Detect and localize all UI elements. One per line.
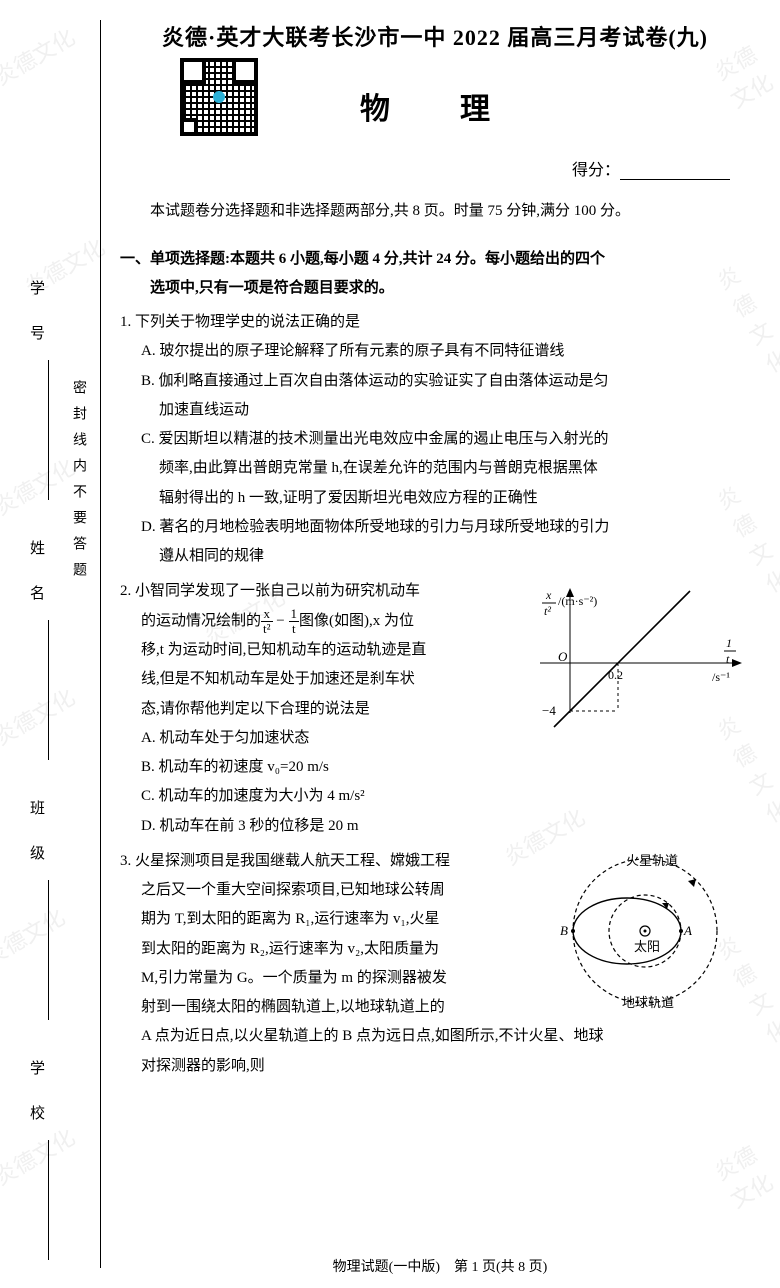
q2-option-c: C. 机动车的加速度为大小为 4 m/s² [120, 782, 750, 811]
q1-stem: 1. 下列关于物理学史的说法正确的是 [120, 308, 750, 337]
point-b-label: B [560, 923, 568, 938]
question-3: 3. 火星探测项目是我国继载人航天工程、嫦娥工程 之后又一个重大空间探索项目,已… [120, 847, 750, 1081]
field-underline-id [48, 360, 49, 500]
q2-minus: − [273, 613, 289, 629]
q1-option-b-l1: B. 伽利略直接通过上百次自由落体运动的实验证实了自由落体运动是匀 [120, 367, 750, 396]
field-underline-class [48, 880, 49, 1020]
question-1: 1. 下列关于物理学史的说法正确的是 A. 玻尔提出的原子理论解释了所有元素的原… [120, 308, 750, 571]
q2-stem-l2: 的运动情况绘制的xt² − 1t图像(如图),x 为位 [120, 607, 520, 637]
q1-option-d-l1: D. 著名的月地检验表明地面物体所受地球的引力与月球所受地球的引力 [120, 513, 750, 542]
q3-l1: 3. 火星探测项目是我国继载人航天工程、嫦娥工程 [120, 847, 540, 876]
q3-orbit-diagram: 火星轨道 地球轨道 太阳 A B [550, 851, 740, 1011]
field-label-class: 班级 [26, 800, 47, 890]
q1-option-b-l2: 加速直线运动 [120, 396, 750, 425]
score-label: 得分： [572, 162, 620, 179]
point-a-label: A [683, 923, 692, 938]
q2-l2-a: 的运动情况绘制的 [141, 613, 261, 629]
field-label-name: 姓名 [26, 540, 47, 630]
mars-label: 火星轨道 [626, 853, 678, 868]
chart-ylabel-den: t² [544, 604, 551, 618]
q2-frac1: xt² [261, 607, 273, 637]
chart-ylabel-unit: /(m·s⁻²) [558, 594, 597, 608]
page-footer: 物理试题(一中版) 第 1 页(共 8 页) [100, 1256, 780, 1276]
q2-stem-l5: 态,请你帮他判定以下合理的说法是 [120, 695, 520, 724]
q2-frac2-den: t [289, 622, 300, 636]
q2-frac1-num: x [261, 607, 273, 622]
q2-frac2: 1t [289, 607, 300, 637]
q3-l4: 到太阳的距离为 R₂,运行速率为 v₂,太阳质量为 [120, 935, 540, 964]
q3-l5: M,引力常量为 G。一个质量为 m 的探测器被发 [120, 964, 540, 993]
chart-origin: O [558, 649, 568, 664]
qr-code [180, 58, 258, 136]
q3-l8: 对探测器的影响,则 [120, 1052, 750, 1081]
q2-option-d: D. 机动车在前 3 秒的位移是 20 m [120, 812, 750, 841]
q2-frac2-num: 1 [289, 607, 300, 622]
question-2: 2. 小智同学发现了一张自己以前为研究机动车 的运动情况绘制的xt² − 1t图… [120, 577, 750, 841]
q2-stem-l4: 线,但是不知机动车是处于加速还是刹车状 [120, 665, 520, 694]
q3-l7: A 点为近日点,以火星轨道上的 B 点为远日点,如图所示,不计火星、地球 [120, 1022, 750, 1051]
chart-xlabel-num: 1 [726, 636, 732, 650]
section-1-line2: 选项中,只有一项是符合题目要求的。 [120, 274, 750, 303]
field-underline-school [48, 1140, 49, 1260]
sun-label: 太阳 [634, 939, 660, 954]
q1-option-c-l2: 频率,由此算出普朗克常量 h,在误差允许的范围内与普朗克根据黑体 [120, 454, 750, 483]
subject-name: 物 理 [360, 84, 510, 128]
q3-l6: 射到一围绕太阳的椭圆轨道上,以地球轨道上的 [120, 993, 540, 1022]
chart-xlabel-unit: /s⁻¹ [712, 670, 730, 684]
binding-line [100, 20, 101, 1268]
q1-option-c-l1: C. 爱因斯坦以精湛的技术测量出光电效应中金属的遏止电压与入射光的 [120, 425, 750, 454]
section-1-line1: 一、单项选择题:本题共 6 小题,每小题 4 分,共计 24 分。每小题给出的四… [120, 245, 750, 274]
earth-label: 地球轨道 [622, 995, 674, 1010]
chart-xtick: 0.2 [608, 668, 623, 682]
q2-l2-b: 图像(如图),x 为位 [299, 613, 414, 629]
field-label-school: 学校 [26, 1060, 47, 1150]
q3-l2: 之后又一个重大空间探索项目,已知地球公转周 [120, 876, 540, 905]
chart-xlabel-den: t [726, 652, 730, 666]
exam-title: 炎德·英才大联考长沙市一中 2022 届高三月考试卷(九) [120, 20, 750, 52]
q2-option-b: B. 机动车的初速度 v₀=20 m/s [120, 753, 750, 782]
seal-text: 密封线内不要答题 [68, 380, 88, 588]
chart-ylabel-num: x [545, 588, 552, 602]
q2-chart: x t² /(m·s⁻²) 1 t /s⁻¹ O 0.2 −4 [530, 583, 750, 733]
field-label-id: 学号 [26, 280, 47, 370]
q1-option-c-l3: 辐射得出的 h 一致,证明了爱因斯坦光电效应方程的正确性 [120, 484, 750, 513]
exam-intro: 本试题卷分选择题和非选择题两部分,共 8 页。时量 75 分钟,满分 100 分… [120, 198, 750, 225]
q2-frac1-den: t² [261, 622, 273, 636]
chart-ytick: −4 [542, 703, 556, 718]
field-underline-name [48, 620, 49, 760]
q1-option-a: A. 玻尔提出的原子理论解释了所有元素的原子具有不同特征谱线 [120, 337, 750, 366]
q2-stem-l1: 2. 小智同学发现了一张自己以前为研究机动车 [120, 577, 520, 606]
score-row: 得分： [120, 156, 750, 180]
q3-l3: 期为 T,到太阳的距离为 R₁,运行速率为 v₁,火星 [120, 905, 540, 934]
q2-stem-l3: 移,t 为运动时间,已知机动车的运动轨迹是直 [120, 636, 520, 665]
score-blank[interactable] [620, 179, 730, 180]
q1-option-d-l2: 遵从相同的规律 [120, 542, 750, 571]
section-1-header: 一、单项选择题:本题共 6 小题,每小题 4 分,共计 24 分。每小题给出的四… [120, 245, 750, 302]
